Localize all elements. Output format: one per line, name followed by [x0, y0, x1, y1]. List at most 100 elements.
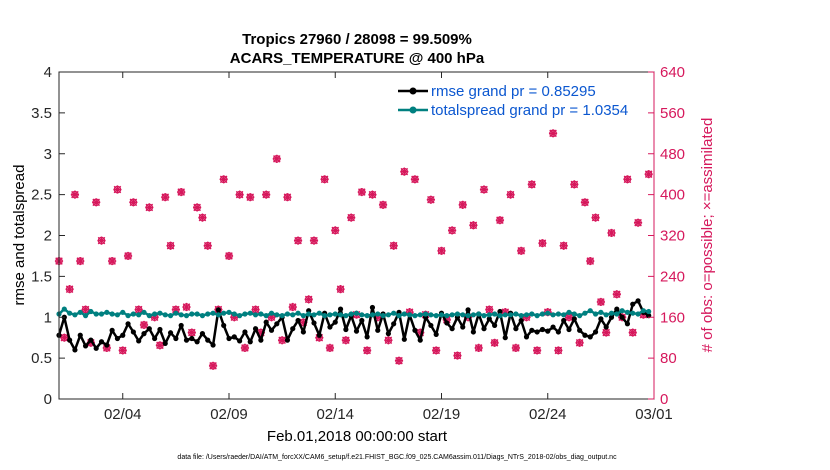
rmse-point: [529, 327, 535, 333]
rmse-point: [178, 322, 184, 329]
totalspread-point: [300, 313, 306, 319]
totalspread-point: [513, 311, 519, 317]
rmse-point: [619, 314, 625, 320]
totalspread-point: [412, 313, 418, 319]
totalspread-point: [290, 312, 296, 318]
totalspread-point: [178, 312, 184, 318]
obs-assimilated-marker: [373, 313, 382, 322]
totalspread-point: [598, 309, 604, 315]
obs-assimilated-marker: [458, 200, 467, 209]
totalspread-point: [460, 312, 466, 318]
obs-assimilated-marker: [288, 302, 297, 312]
obs-assimilated-marker: [240, 343, 250, 353]
obs-assimilated-marker: [437, 246, 446, 255]
totalspread-point: [194, 311, 200, 317]
rmse-point: [566, 326, 572, 333]
rmse-point: [523, 334, 530, 340]
totalspread-point: [306, 311, 312, 317]
y-right-tick-label: 0: [660, 391, 668, 408]
rmse-point: [221, 322, 227, 329]
totalspread-point: [311, 312, 317, 318]
rmse-point: [268, 327, 275, 333]
totalspread-point: [353, 310, 360, 316]
totalspread-point: [104, 309, 110, 315]
totalspread-point: [189, 311, 195, 317]
totalspread-point: [369, 312, 376, 318]
obs-assimilated-marker: [517, 246, 526, 255]
totalspread-point: [476, 311, 482, 317]
totalspread-point: [417, 312, 423, 318]
rmse-point: [231, 334, 237, 340]
rmse-point: [412, 327, 418, 333]
totalspread-point: [359, 312, 365, 318]
totalspread-point: [157, 310, 163, 316]
rmse-point: [582, 332, 588, 338]
plot-frame: [58, 71, 655, 400]
rmse-point: [136, 338, 142, 344]
rmse-point: [114, 335, 121, 342]
obs-assimilated-marker: [208, 361, 218, 370]
totalspread-point: [614, 311, 620, 317]
obs-assimilated-marker: [469, 221, 478, 230]
obs-assimilated-marker: [92, 198, 101, 207]
totalspread-point: [316, 310, 322, 316]
obs-assimilated-marker: [278, 336, 287, 345]
obs-assimilated-marker: [416, 328, 425, 337]
rmse-point: [502, 335, 508, 341]
obs-assimilated-marker: [70, 190, 80, 199]
totalspread-point: [396, 313, 402, 319]
obs-assimilated-marker: [559, 241, 568, 250]
obs-assimilated-marker: [283, 193, 292, 202]
totalspread-point: [422, 311, 429, 317]
obs-assimilated-marker: [357, 187, 366, 197]
rmse-point: [561, 317, 567, 324]
obs-assimilated-marker: [410, 175, 420, 184]
totalspread-point: [114, 312, 121, 318]
rmse-point: [109, 327, 115, 333]
rmse-point: [290, 326, 296, 332]
obs-assimilated-marker: [580, 198, 590, 207]
rmse-point: [497, 308, 503, 315]
totalspread-point: [167, 313, 174, 319]
obs-assimilated-marker: [299, 318, 308, 327]
obs-assimilated-marker: [129, 198, 138, 207]
obs-assimilated-marker: [432, 346, 441, 355]
obs-assimilated-marker: [628, 328, 637, 337]
totalspread-point: [93, 311, 99, 317]
rmse-point: [603, 324, 609, 330]
obs-assimilated-marker: [506, 190, 515, 199]
rmse-point: [242, 329, 248, 335]
totalspread-point: [566, 309, 572, 315]
obs-assimilated-marker: [378, 200, 388, 209]
obs-assimilated-marker: [426, 195, 435, 204]
obs-assimilated-marker: [187, 328, 196, 337]
obs-assimilated-marker: [76, 256, 85, 266]
totalspread-point: [136, 312, 142, 318]
rmse-point: [263, 319, 269, 325]
totalspread-point: [587, 308, 593, 314]
rmse-point: [460, 324, 466, 330]
rmse-point: [157, 326, 163, 333]
totalspread-point: [258, 311, 264, 317]
totalspread-point: [183, 313, 190, 319]
rmse-point: [449, 326, 455, 332]
rmse-point: [237, 338, 243, 344]
obs-assimilated-marker: [453, 351, 462, 360]
obs-assimilated-marker: [336, 285, 345, 294]
obs-assimilated-marker: [527, 180, 536, 189]
obs-assimilated-marker: [533, 346, 542, 355]
obs-assimilated-marker: [134, 305, 143, 314]
obs-assimilated-marker: [511, 343, 520, 353]
obs-assimilated-marker: [501, 308, 510, 317]
obs-assimilated-marker: [554, 346, 563, 355]
obs-assimilated-marker: [118, 346, 127, 355]
rmse-point: [364, 334, 370, 340]
totalspread-point: [231, 311, 237, 317]
x-axis-label: Feb.01,2018 00:00:00 start: [267, 428, 448, 445]
obs-assimilated-marker: [591, 213, 600, 222]
obs-assimilated-marker: [219, 175, 228, 184]
chart-subtitle: ACARS_TEMPERATURE @ 400 hPa: [230, 50, 485, 67]
rmse-point: [300, 329, 306, 335]
x-axis: 02/04 02/09 02/14 02/19 02/24 03/01: [104, 72, 673, 423]
